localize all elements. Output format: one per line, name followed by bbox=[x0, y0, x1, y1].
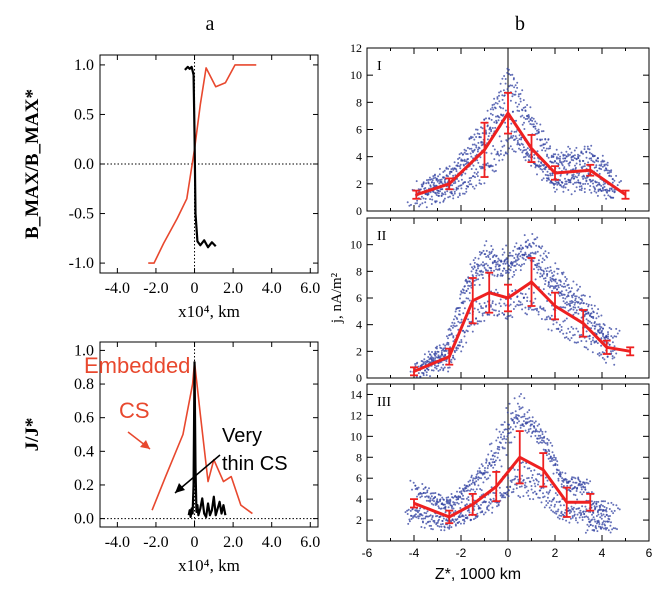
y-tick-label: 1.0 bbox=[74, 342, 94, 359]
x-tick-label: -4.0 bbox=[105, 280, 130, 297]
plot-frame bbox=[99, 341, 319, 528]
y-tick-label: 14 bbox=[350, 387, 362, 401]
y-tick-label: 10 bbox=[350, 68, 362, 82]
y-tick-label: 0.6 bbox=[74, 410, 94, 427]
panel-label: III bbox=[377, 395, 391, 410]
panel-label-a: a bbox=[206, 13, 215, 35]
y-tick-label: 0.0 bbox=[74, 156, 94, 173]
data-scatter bbox=[414, 417, 604, 515]
annotation-very: Very bbox=[222, 425, 262, 447]
data-scatter bbox=[424, 395, 608, 513]
x-axis-label: x10⁴, km bbox=[178, 556, 240, 575]
x-tick-label: 2.0 bbox=[223, 280, 243, 297]
chart-a-top: -4.0 -2.0 0 2.0 4.0 6.0 -1.0 -0.5 0.0 0.5 1.0 x10⁴,… bbox=[22, 54, 320, 321]
x-tick-label: -2.0 bbox=[143, 534, 168, 551]
y-tick-label: 4 bbox=[356, 492, 362, 506]
x-tick-label: 2.0 bbox=[223, 534, 243, 551]
x-tick-label: 0 bbox=[191, 534, 199, 551]
y-tick-label: 2 bbox=[356, 344, 362, 358]
y-tick-label: 0.8 bbox=[74, 376, 94, 393]
y-tick-label: 12 bbox=[350, 408, 362, 422]
x-tick-label: -6 bbox=[362, 546, 373, 560]
y-axis-label: J/J* bbox=[22, 418, 43, 452]
embedded-cs-line bbox=[148, 64, 257, 264]
y-axis-label: B_MAX/B_MAX* bbox=[22, 89, 43, 239]
mean-profile-line bbox=[413, 455, 591, 519]
x-tick-label: 0 bbox=[505, 546, 512, 560]
y-tick-label: -0.5 bbox=[69, 206, 94, 223]
data-scatter bbox=[420, 234, 607, 367]
x-tick-label: 2 bbox=[552, 546, 559, 560]
y-tick-label: 0.0 bbox=[74, 511, 94, 528]
y-tick-label: 0.2 bbox=[74, 477, 94, 494]
chart-a-bottom: -4.0 -2.0 0 2.0 4.0 6.0 0.0 0.2 0.4 0.6 0.8 1.0 x10⁴… bbox=[22, 341, 320, 575]
y-tick-label: 12 bbox=[350, 41, 362, 55]
y-tick-label: 1.0 bbox=[74, 57, 94, 74]
x-tick-label: -2.0 bbox=[143, 280, 168, 297]
x-axis-label: Z*, 1000 km bbox=[435, 566, 521, 583]
y-tick-label: 2 bbox=[356, 177, 362, 191]
thin-cs-line bbox=[187, 361, 227, 519]
y-tick-label: 8 bbox=[356, 450, 362, 464]
data-scatter bbox=[410, 477, 619, 532]
panel-label-b: b bbox=[515, 13, 525, 35]
chart-b-III: 2 4 6 8 10 12 14 III -6 -4 -2 0 2 4 6 Z*, 1000 km bbox=[350, 383, 653, 583]
x-tick-label: 0 bbox=[191, 280, 199, 297]
x-tick-label: 6 bbox=[646, 546, 653, 560]
y-tick-label: 0.4 bbox=[74, 443, 94, 460]
x-tick-label: 4.0 bbox=[262, 534, 282, 551]
annotation-cs: CS bbox=[119, 398, 150, 423]
panel-label: II bbox=[377, 229, 387, 244]
annotation-arrowhead-embedded bbox=[140, 440, 150, 449]
y-tick-label: 6 bbox=[356, 123, 362, 137]
data-scatter bbox=[432, 67, 614, 183]
chart-b-II: 0 2 4 6 8 10 II j, nA/m² bbox=[329, 217, 650, 385]
y-tick-label: 2 bbox=[356, 513, 362, 527]
panel-label: I bbox=[377, 59, 382, 74]
x-tick-label: -4 bbox=[409, 546, 420, 560]
x-tick-label: -2 bbox=[456, 546, 467, 560]
y-tick-label: 6 bbox=[356, 471, 362, 485]
chart-b-I: 0 2 4 6 8 10 12 I bbox=[350, 41, 650, 218]
y-tick-label: 4 bbox=[356, 150, 362, 164]
x-tick-label: 4 bbox=[599, 546, 606, 560]
x-tick-label: 6.0 bbox=[300, 534, 320, 551]
annotation-thin-cs: thin CS bbox=[222, 453, 288, 475]
y-axis-label: j, nA/m² bbox=[329, 272, 345, 324]
x-tick-label: 4.0 bbox=[262, 280, 282, 297]
x-tick-label: 6.0 bbox=[300, 280, 320, 297]
mean-profile-line bbox=[415, 111, 627, 197]
x-tick-label: -4.0 bbox=[105, 534, 130, 551]
y-tick-label: -1.0 bbox=[69, 255, 94, 272]
x-axis-label: x10⁴, km bbox=[178, 302, 240, 321]
y-tick-label: 10 bbox=[350, 238, 362, 252]
y-tick-label: 0 bbox=[356, 371, 362, 385]
embedded-cs-line bbox=[151, 361, 253, 515]
y-tick-label: 8 bbox=[356, 95, 362, 109]
mean-profile-line bbox=[413, 280, 631, 373]
annotation-arrow-thin bbox=[174, 454, 221, 494]
y-tick-label: 4 bbox=[356, 318, 362, 332]
y-tick-label: 6 bbox=[356, 291, 362, 305]
y-tick-label: 0 bbox=[356, 204, 362, 218]
annotation-embedded: Embedded bbox=[84, 353, 190, 378]
data-scatter bbox=[404, 410, 608, 514]
y-tick-label: 8 bbox=[356, 264, 362, 278]
data-scatter bbox=[406, 94, 615, 207]
thin-cs-line bbox=[184, 65, 217, 249]
y-tick-label: 0.5 bbox=[74, 106, 94, 123]
annotation-arrowhead-thin bbox=[175, 483, 185, 493]
y-tick-label: 10 bbox=[350, 429, 362, 443]
data-scatter bbox=[415, 68, 611, 194]
